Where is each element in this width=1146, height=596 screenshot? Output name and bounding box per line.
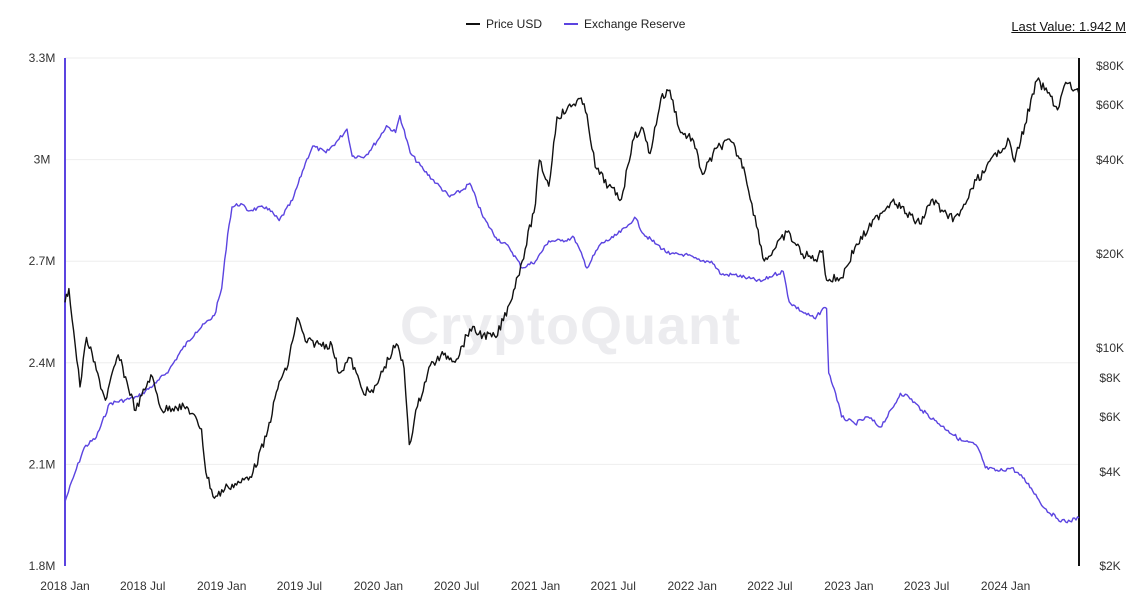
left-tick-label: 1.8M bbox=[29, 559, 56, 573]
left-tick-label: 2.4M bbox=[29, 356, 56, 370]
reserve-line-swatch bbox=[564, 23, 579, 25]
right-tick-label: $20K bbox=[1096, 247, 1124, 261]
x-tick-label: 2019 Jul bbox=[277, 579, 322, 593]
last-value-label[interactable]: Last Value: 1.942 M bbox=[1011, 19, 1126, 34]
right-tick-label: $10K bbox=[1096, 341, 1124, 355]
x-tick-label: 2022 Jan bbox=[668, 579, 717, 593]
chart-grid bbox=[65, 57, 1079, 465]
x-tick-label: 2018 Jul bbox=[120, 579, 165, 593]
chart-series bbox=[64, 77, 1080, 524]
left-tick-label: 2.1M bbox=[29, 457, 56, 471]
chart-legend: Price USD Exchange Reserve bbox=[466, 17, 685, 31]
x-tick-label: 2024 Jan bbox=[981, 579, 1030, 593]
legend-item-price[interactable]: Price USD bbox=[466, 17, 542, 31]
left-tick-label: 3.3M bbox=[29, 51, 56, 65]
legend-label-reserve: Exchange Reserve bbox=[584, 17, 686, 31]
cryptoquant-watermark: CryptoQuant bbox=[400, 296, 741, 356]
right-tick-label: $40K bbox=[1096, 153, 1124, 167]
right-tick-label: $4K bbox=[1099, 465, 1120, 479]
chart-tick-labels: 3.3M 3M 2.7M 2.4M 2.1M 1.8M $80K $60K $40K $20K $1… bbox=[29, 51, 1124, 593]
legend-label-price: Price USD bbox=[486, 17, 543, 31]
price-series-line bbox=[64, 77, 1080, 499]
x-tick-label: 2018 Jan bbox=[40, 579, 89, 593]
x-tick-label: 2023 Jul bbox=[904, 579, 949, 593]
x-tick-label: 2021 Jul bbox=[591, 579, 636, 593]
chart-axes bbox=[64, 58, 1080, 566]
right-tick-label: $80K bbox=[1096, 59, 1124, 73]
x-tick-label: 2020 Jul bbox=[434, 579, 479, 593]
right-tick-label: $2K bbox=[1099, 559, 1120, 573]
x-tick-label: 2019 Jan bbox=[197, 579, 246, 593]
price-line-swatch bbox=[466, 23, 480, 25]
x-tick-label: 2023 Jan bbox=[824, 579, 873, 593]
x-tick-label: 2020 Jan bbox=[354, 579, 403, 593]
legend-item-reserve[interactable]: Exchange Reserve bbox=[564, 17, 685, 31]
x-tick-label: 2022 Jul bbox=[747, 579, 792, 593]
right-tick-label: $6K bbox=[1099, 410, 1120, 424]
x-tick-label: 2021 Jan bbox=[511, 579, 560, 593]
right-tick-label: $60K bbox=[1096, 98, 1124, 112]
right-tick-label: $8K bbox=[1099, 371, 1120, 385]
left-tick-label: 2.7M bbox=[29, 254, 56, 268]
reserve-series-line bbox=[64, 114, 1080, 524]
left-tick-label: 3M bbox=[34, 153, 51, 167]
